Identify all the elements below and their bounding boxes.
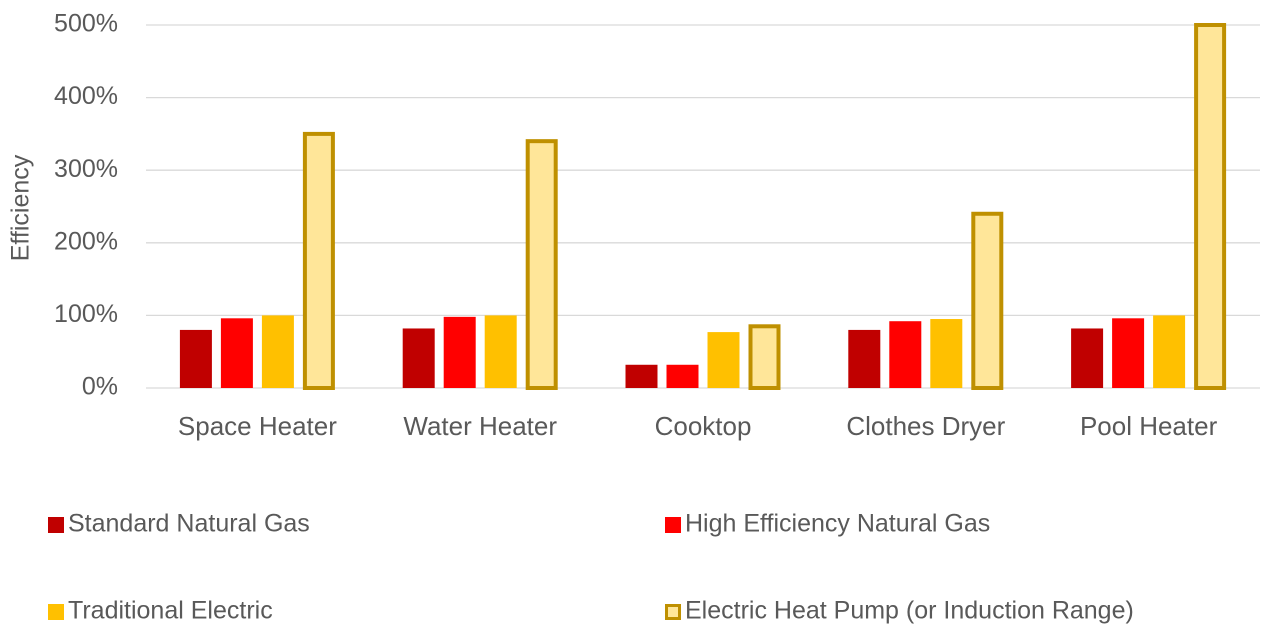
bar (443, 316, 476, 388)
legend-swatch (48, 517, 64, 533)
legend-swatch (48, 604, 64, 620)
y-tick-label: 500% (54, 10, 118, 38)
bar (625, 364, 658, 388)
y-tick-label: 200% (54, 227, 118, 255)
bar (971, 211, 1004, 390)
y-axis-label: Efficiency (7, 154, 35, 261)
x-tick-label: Pool Heater (1080, 411, 1218, 441)
x-tick-label: Space Heater (178, 411, 337, 441)
bar (666, 364, 699, 388)
bar (402, 328, 435, 388)
legend-swatch (665, 517, 681, 533)
bar (1194, 23, 1227, 390)
x-tick-label: Clothes Dryer (846, 411, 1005, 441)
bar (220, 318, 253, 388)
y-tick-label: 400% (54, 82, 118, 110)
x-tick-label: Cooktop (655, 411, 752, 441)
bar (302, 131, 335, 390)
bar (484, 315, 517, 388)
legend-label: Traditional Electric (68, 597, 273, 625)
bar (707, 332, 740, 388)
y-tick-label: 0% (82, 373, 118, 401)
bar (179, 329, 212, 388)
bar (525, 139, 558, 390)
bar (930, 319, 963, 388)
bar (1153, 315, 1186, 388)
y-tick-label: 100% (54, 300, 118, 328)
legend-swatch (665, 604, 681, 620)
x-tick-label: Water Heater (403, 411, 557, 441)
bar (1071, 328, 1104, 388)
legend-label: High Efficiency Natural Gas (685, 510, 990, 538)
y-tick-label: 300% (54, 155, 118, 183)
bar (889, 321, 922, 388)
bar (1112, 318, 1145, 388)
legend-label: Electric Heat Pump (or Induction Range) (685, 597, 1134, 625)
bar (848, 329, 881, 388)
bar (748, 324, 781, 391)
bar (261, 315, 294, 388)
legend-label: Standard Natural Gas (68, 510, 310, 538)
